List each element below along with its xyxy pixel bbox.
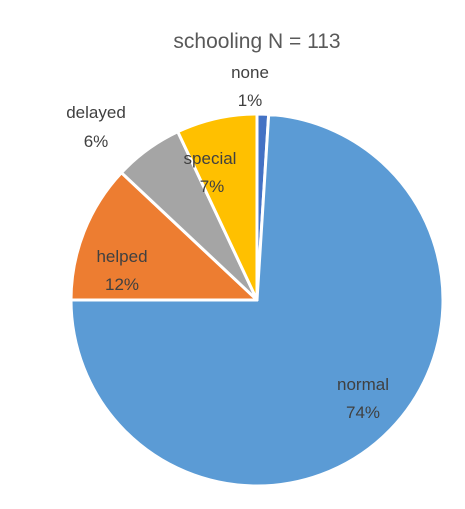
- slice-percent-none: 1%: [238, 91, 263, 110]
- pie-slice-special: [176, 112, 259, 302]
- slice-label-helped: helped: [96, 247, 147, 266]
- slice-label-normal: normal: [337, 375, 389, 394]
- pie-slice-helped: [69, 171, 259, 302]
- slice-label-delayed: delayed: [66, 103, 126, 122]
- slice-label-none: none: [231, 63, 269, 82]
- slice-percent-special: 7%: [200, 177, 225, 196]
- slice-percent-normal: 74%: [346, 403, 380, 422]
- slice-label-special: special: [184, 149, 237, 168]
- slice-percent-delayed: 6%: [84, 132, 109, 151]
- slice-percent-helped: 12%: [105, 275, 139, 294]
- chart-title: schooling N = 113: [173, 30, 340, 53]
- pie-slices: [69, 112, 445, 488]
- pie-labels: none 1% normal 74% helped 12% delayed 6% special…: [66, 63, 389, 422]
